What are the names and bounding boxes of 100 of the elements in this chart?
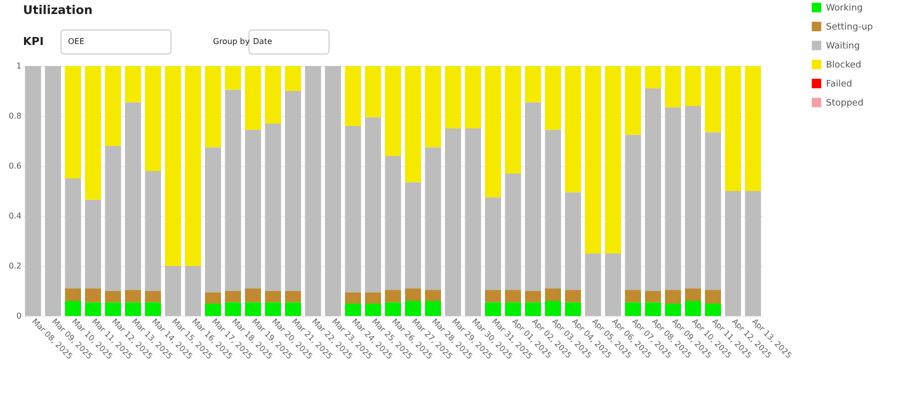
bar (65, 66, 81, 178)
bar (105, 291, 121, 302)
bar (605, 254, 621, 316)
bar (85, 288, 101, 302)
bar (645, 291, 661, 302)
bar (545, 130, 561, 288)
bar (745, 66, 761, 191)
bar (265, 291, 281, 302)
y-tick-label: 0 (16, 312, 22, 320)
bar (525, 302, 541, 316)
bar (405, 66, 421, 182)
bar (625, 290, 641, 302)
bar (205, 147, 221, 292)
bar (85, 66, 101, 200)
bar (165, 66, 181, 266)
bar (665, 66, 681, 108)
text: KPI (23, 35, 44, 48)
bar (685, 66, 701, 106)
bar (465, 66, 481, 128)
bar (125, 290, 141, 302)
y-tick-label: 0.4 (8, 212, 22, 220)
bar (245, 66, 261, 130)
bar (205, 292, 221, 304)
bar (685, 288, 701, 301)
bar (125, 302, 141, 316)
bar (65, 301, 81, 316)
bar (105, 146, 121, 291)
bar (565, 66, 581, 192)
bar (325, 66, 341, 316)
bar (545, 288, 561, 301)
y-tick-label: 0.2 (8, 262, 22, 270)
bar (205, 66, 221, 148)
bar (345, 292, 361, 304)
bar (245, 302, 261, 316)
bar (365, 292, 381, 304)
bar (705, 304, 721, 316)
bar (85, 200, 101, 288)
bar (225, 90, 241, 291)
bar (445, 128, 461, 316)
bar (445, 66, 461, 128)
bar (105, 66, 121, 146)
bar (565, 302, 581, 316)
bar (685, 301, 701, 316)
bar (65, 288, 81, 301)
bar (685, 106, 701, 288)
bar (165, 266, 181, 316)
y-tick-label: 1 (16, 62, 22, 70)
bar (365, 304, 381, 316)
bar (45, 66, 61, 316)
bar (405, 182, 421, 288)
bar (485, 302, 501, 316)
bar (385, 66, 401, 156)
bar (465, 128, 481, 316)
bar (665, 304, 681, 316)
bar (305, 66, 321, 316)
bar (485, 197, 501, 290)
bar (625, 134, 641, 290)
bar (245, 288, 261, 302)
bar (345, 304, 361, 316)
bar (345, 126, 361, 292)
bar (605, 66, 621, 254)
bar (525, 102, 541, 291)
legend-label: Failed (826, 80, 852, 90)
bar (145, 291, 161, 302)
bar (385, 302, 401, 316)
bar (225, 291, 241, 302)
bar (285, 302, 301, 316)
bar (205, 304, 221, 316)
bar (645, 302, 661, 316)
bar (125, 102, 141, 290)
bar (145, 171, 161, 291)
legend-label: Waiting (826, 42, 860, 52)
bar (585, 66, 601, 254)
y-tick-label: 0.8 (8, 112, 22, 120)
text: OEE (68, 37, 84, 46)
bar (625, 66, 641, 135)
legend-label: Stopped (826, 98, 864, 108)
text: Group by (213, 37, 250, 46)
chart-title: Utilization (23, 3, 93, 17)
bar (425, 66, 441, 148)
bar (365, 117, 381, 292)
bar (25, 66, 41, 316)
bar (265, 302, 281, 316)
legend-label: Blocked (826, 60, 862, 70)
bar (745, 191, 761, 316)
bar (545, 301, 561, 316)
bar (365, 66, 381, 118)
bar (285, 91, 301, 291)
bar (125, 66, 141, 102)
bar (105, 302, 121, 316)
bar (405, 301, 421, 316)
legend-label: Setting-up (826, 22, 874, 32)
bar (185, 266, 201, 316)
bar (705, 66, 721, 132)
bar (145, 66, 161, 171)
bar (485, 290, 501, 302)
legend-label: Working (826, 4, 863, 14)
bar (425, 290, 441, 301)
bar (285, 291, 301, 302)
bar (625, 302, 641, 316)
